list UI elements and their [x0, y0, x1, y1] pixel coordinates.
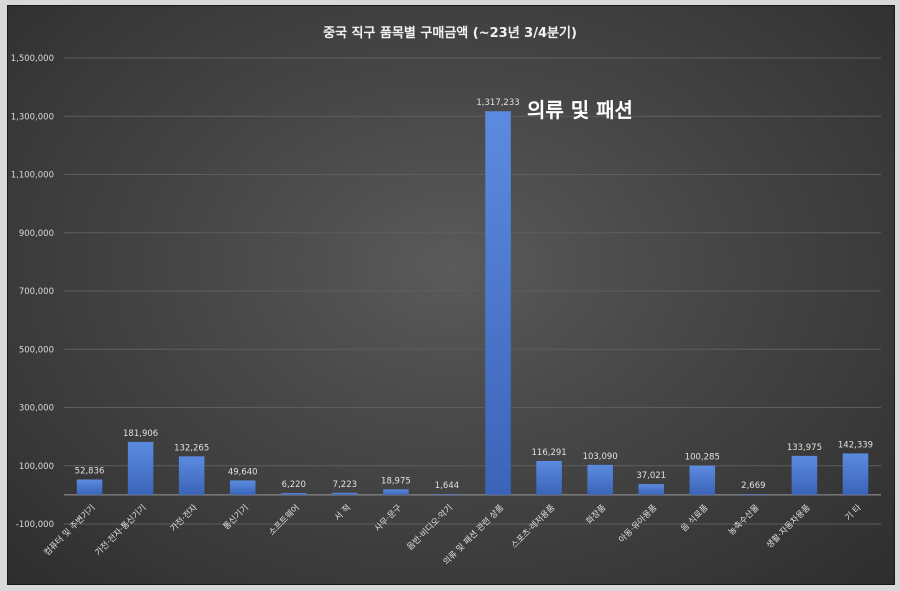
data-label: 52,836 — [75, 466, 105, 476]
category-label: 컴퓨터 및 주변기기 — [42, 502, 98, 558]
category-label: 사무·문구 — [373, 503, 404, 534]
data-labels: 52,836 181,906 132,265 49,640 6,220 7,223 18,9… — [75, 98, 873, 491]
data-label: 49,640 — [228, 467, 258, 477]
bar — [178, 456, 205, 495]
bar — [740, 494, 767, 495]
bar — [332, 492, 358, 495]
bar — [434, 494, 460, 495]
category-label: 농축수산물 — [726, 502, 762, 538]
y-tick-label: -100,000 — [16, 520, 54, 530]
bar — [536, 461, 562, 495]
y-tick-label: 700,000 — [19, 287, 54, 297]
data-label: 2,669 — [741, 481, 765, 491]
category-label: 가전·전자·통신기기 — [93, 502, 149, 558]
category-label: 화장품 — [584, 502, 608, 526]
data-label: 6,220 — [282, 480, 306, 490]
category-label: 음 식료품 — [679, 503, 710, 534]
data-label: 132,265 — [174, 443, 209, 453]
category-label: 음반·비디오·악기 — [405, 502, 455, 552]
chart-area — [7, 5, 895, 585]
y-tick-label: 1,300,000 — [11, 112, 54, 122]
y-tick-label: 1,500,000 — [11, 54, 54, 64]
category-label: 스포츠·레저용품 — [510, 503, 558, 551]
y-tick-label: 500,000 — [19, 345, 54, 355]
data-label: 1,644 — [435, 481, 459, 491]
data-label: 142,339 — [838, 440, 873, 450]
category-label: 기 타 — [844, 503, 864, 523]
data-label: 116,291 — [532, 448, 567, 458]
bar — [485, 111, 511, 495]
bar — [791, 455, 818, 495]
category-label: 생활·자동차용품 — [764, 502, 813, 551]
bar — [842, 453, 869, 495]
bar — [383, 489, 409, 495]
bar — [281, 493, 307, 495]
y-tick-label: 900,000 — [19, 229, 54, 239]
data-label: 1,317,233 — [476, 98, 519, 108]
bar — [587, 464, 613, 495]
data-label: 37,021 — [636, 471, 666, 481]
data-label: 181,906 — [123, 429, 158, 439]
chart-title: 중국 직구 품목별 구매금액 (~23년 3/4분기) — [323, 25, 577, 41]
bar — [76, 479, 103, 495]
y-tick-label: 1,100,000 — [11, 171, 54, 181]
bars — [76, 111, 869, 495]
data-label: 100,285 — [685, 453, 720, 463]
category-label: 서 적 — [332, 502, 353, 523]
chart-annotation: 의류 및 패션 — [527, 98, 633, 122]
category-label: 소프트웨어 — [266, 502, 301, 537]
category-label: 가전·전자 — [168, 502, 200, 534]
data-label: 18,975 — [381, 476, 411, 486]
bar — [229, 480, 256, 495]
y-axis-ticks: -100,000 100,000 300,000 500,000 700,000 900,… — [11, 54, 54, 530]
gridlines — [64, 57, 881, 525]
y-tick-label: 300,000 — [19, 404, 54, 414]
data-label: 103,090 — [583, 452, 618, 462]
data-label: 7,223 — [333, 480, 357, 490]
y-tick-label: 100,000 — [19, 462, 54, 472]
data-label: 133,975 — [787, 443, 822, 453]
bar — [689, 465, 716, 495]
bar — [127, 441, 154, 495]
bar — [638, 484, 664, 495]
category-label: 통신기기 — [222, 503, 251, 532]
